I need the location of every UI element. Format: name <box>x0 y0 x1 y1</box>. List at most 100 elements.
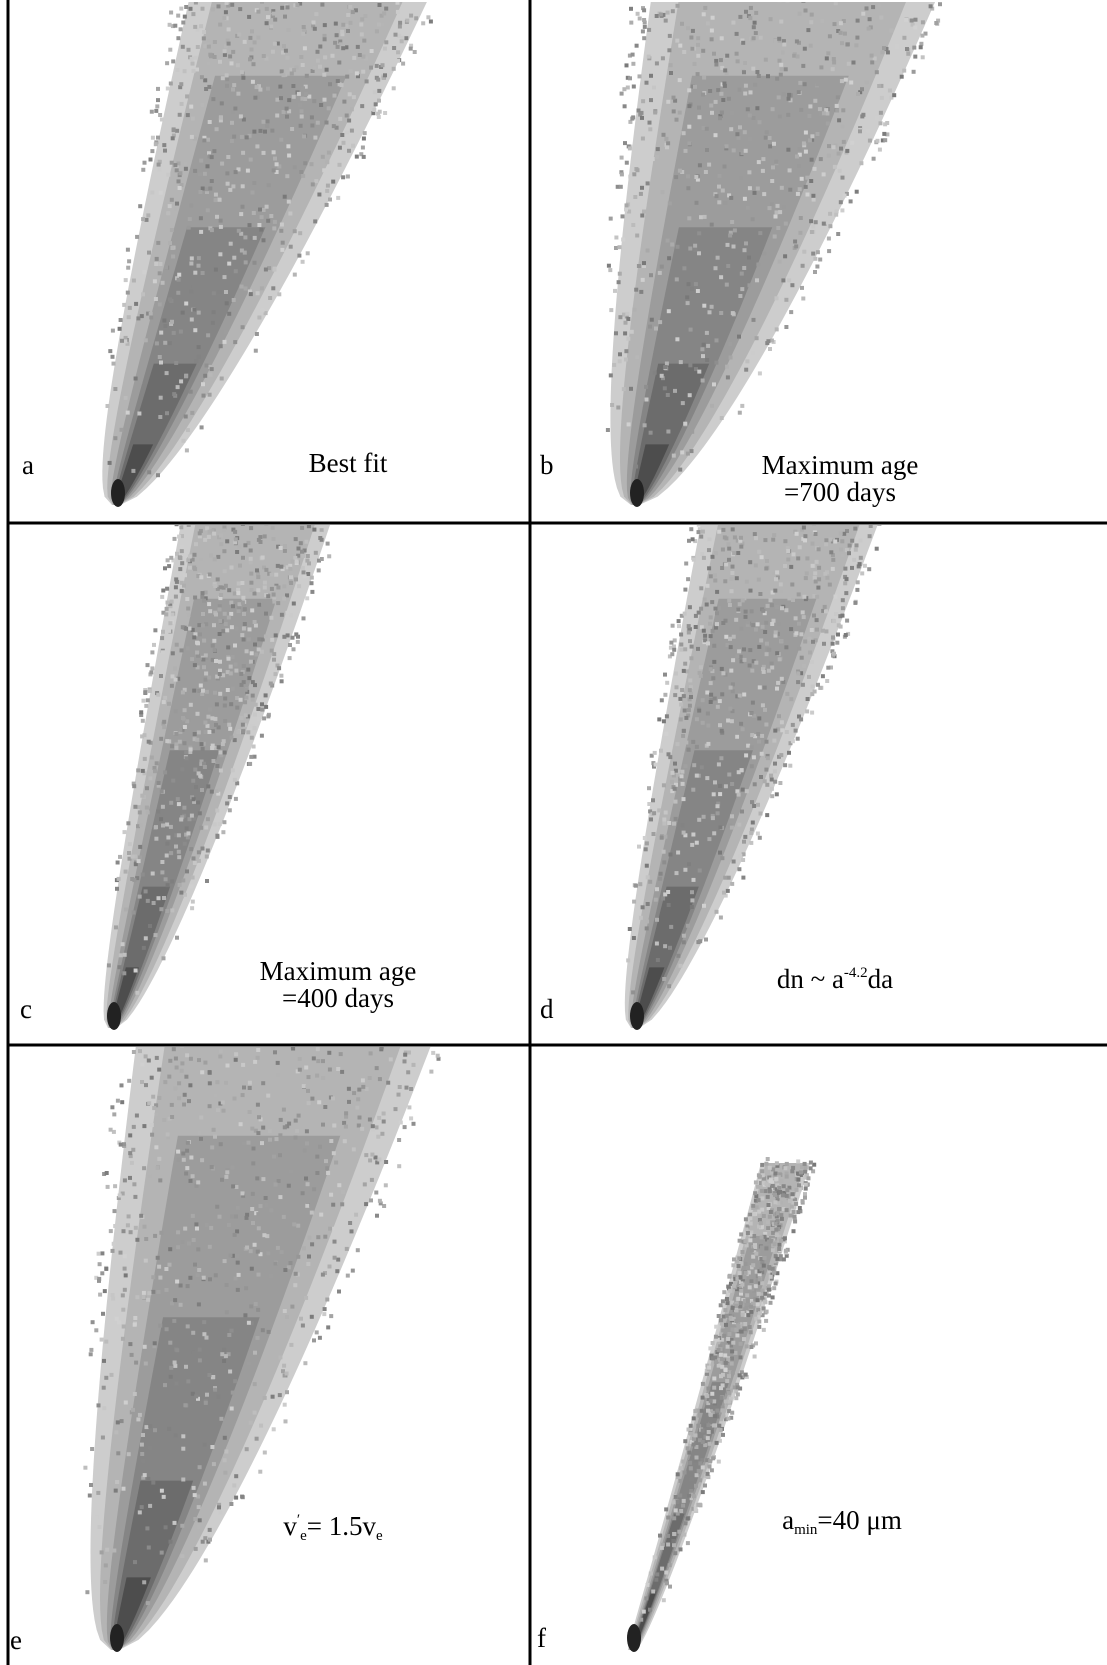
speckle <box>132 1182 136 1186</box>
speckle <box>800 177 804 181</box>
speckle <box>246 668 250 672</box>
speckle <box>687 216 691 220</box>
speckle <box>139 823 143 827</box>
dust-tail <box>627 1157 816 1652</box>
speckle <box>649 98 653 102</box>
speckle <box>273 220 277 224</box>
speckle <box>302 1084 306 1088</box>
speckle <box>305 74 309 78</box>
speckle <box>247 1141 251 1145</box>
speckle <box>156 1166 160 1170</box>
speckle <box>337 61 341 65</box>
speckle <box>724 635 728 639</box>
speckle <box>317 193 321 197</box>
speckle <box>818 258 822 262</box>
speckle <box>728 707 732 711</box>
speckle <box>341 23 345 27</box>
speckle <box>818 107 822 111</box>
speckle <box>344 1111 348 1115</box>
speckle <box>905 47 909 51</box>
speckle <box>799 1170 803 1174</box>
speckle <box>779 73 783 77</box>
speckle <box>294 1119 298 1123</box>
speckle <box>767 27 771 31</box>
speckle <box>823 572 827 576</box>
speckle <box>206 784 210 788</box>
speckle <box>653 751 657 755</box>
speckle <box>260 734 264 738</box>
speckle <box>421 21 425 25</box>
speckle <box>269 1274 273 1278</box>
caption-text: =40 μm <box>817 1505 901 1535</box>
speckle <box>919 45 923 49</box>
speckle <box>224 622 228 626</box>
speckle <box>652 811 656 815</box>
speckle <box>158 1324 162 1328</box>
speckle <box>839 200 843 204</box>
speckle <box>750 1248 754 1252</box>
speckle <box>699 607 703 611</box>
speckle <box>256 588 260 592</box>
speckle <box>775 77 779 81</box>
speckle <box>124 870 128 874</box>
speckle <box>735 52 739 56</box>
speckle <box>135 1295 139 1299</box>
speckle <box>689 1489 693 1493</box>
speckle <box>172 128 176 132</box>
speckle <box>191 1214 195 1218</box>
speckle <box>667 984 671 988</box>
speckle <box>310 1315 314 1319</box>
speckle <box>280 223 284 227</box>
speckle <box>250 608 254 612</box>
speckle <box>207 602 211 606</box>
speckle <box>257 603 261 607</box>
speckle <box>273 157 277 161</box>
speckle <box>356 1097 360 1101</box>
speckle <box>152 901 156 905</box>
speckle <box>730 571 734 575</box>
speckle <box>678 169 682 173</box>
speckle <box>641 905 645 909</box>
speckle <box>628 76 632 80</box>
speckle <box>242 638 246 642</box>
speckle <box>162 720 166 724</box>
speckle <box>94 1328 98 1332</box>
speckle <box>650 318 654 322</box>
speckle <box>403 1053 407 1057</box>
speckle <box>264 612 268 616</box>
speckle <box>190 256 194 260</box>
speckle <box>209 54 213 58</box>
speckle <box>252 745 256 749</box>
speckle <box>768 144 772 148</box>
speckle <box>235 550 239 554</box>
speckle <box>609 217 613 221</box>
speckle <box>249 660 253 664</box>
speckle <box>333 41 337 45</box>
speckle <box>649 431 653 435</box>
speckle <box>297 92 301 96</box>
speckle <box>230 139 234 143</box>
speckle <box>239 716 243 720</box>
speckle <box>237 229 241 233</box>
speckle <box>414 16 418 20</box>
speckle <box>176 1150 180 1154</box>
speckle <box>154 297 158 301</box>
speckle <box>741 1250 745 1254</box>
speckle <box>204 87 208 91</box>
speckle <box>303 574 307 578</box>
speckle <box>306 554 310 558</box>
speckle <box>730 1349 734 1353</box>
speckle <box>243 543 247 547</box>
speckle <box>267 1330 271 1334</box>
speckle <box>727 547 731 551</box>
speckle <box>709 693 713 697</box>
speckle <box>739 518 743 522</box>
speckle <box>143 690 147 694</box>
speckle <box>135 235 139 239</box>
speckle <box>821 674 825 678</box>
speckle <box>764 1319 768 1323</box>
speckle <box>196 712 200 716</box>
speckle <box>314 12 318 16</box>
speckle <box>359 23 363 27</box>
speckle <box>222 1109 226 1113</box>
